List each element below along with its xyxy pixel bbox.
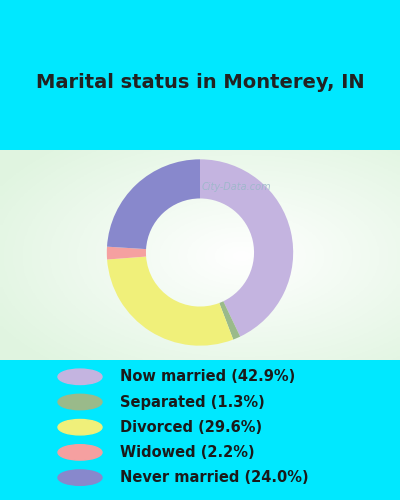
Wedge shape [107, 246, 146, 260]
Wedge shape [200, 160, 293, 336]
Text: Widowed (2.2%): Widowed (2.2%) [120, 445, 255, 460]
Circle shape [58, 369, 102, 384]
Text: Now married (42.9%): Now married (42.9%) [120, 370, 295, 384]
Text: Separated (1.3%): Separated (1.3%) [120, 394, 265, 409]
Text: City-Data.com: City-Data.com [202, 182, 272, 192]
Circle shape [58, 420, 102, 435]
Wedge shape [107, 160, 200, 249]
Circle shape [58, 394, 102, 409]
Text: Divorced (29.6%): Divorced (29.6%) [120, 420, 262, 434]
Wedge shape [219, 302, 240, 340]
Text: Marital status in Monterey, IN: Marital status in Monterey, IN [36, 73, 364, 92]
Wedge shape [107, 256, 233, 346]
Text: Never married (24.0%): Never married (24.0%) [120, 470, 309, 485]
Circle shape [58, 444, 102, 460]
Circle shape [58, 470, 102, 486]
